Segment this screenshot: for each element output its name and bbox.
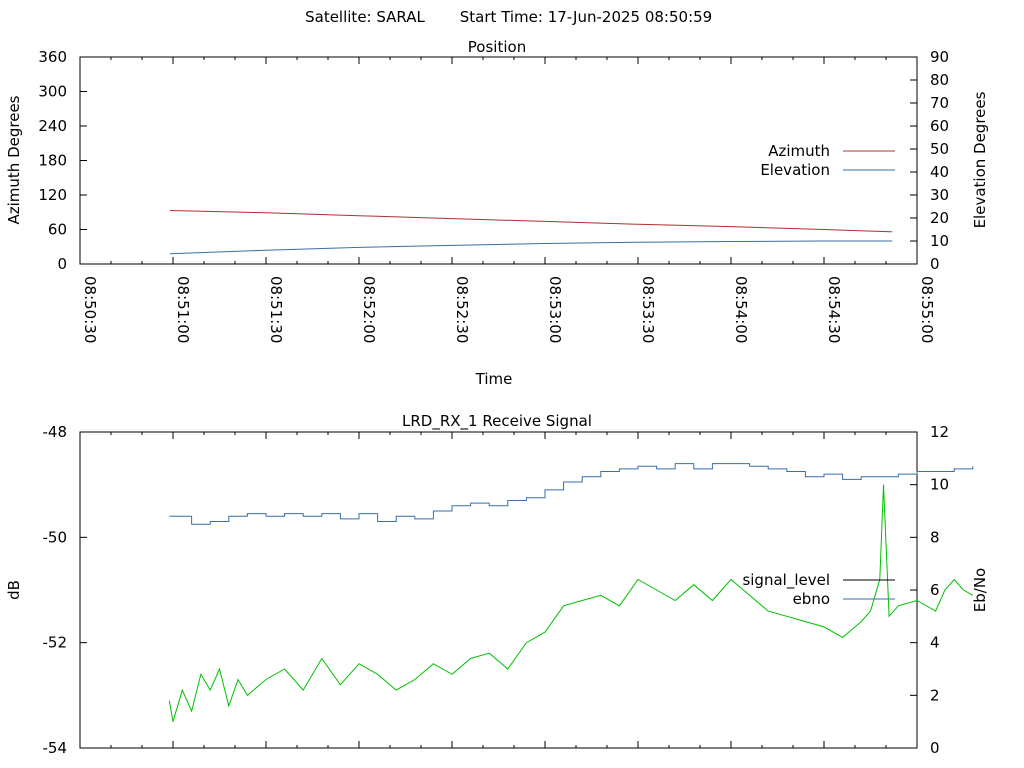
position-y2-tick-label: 0: [930, 255, 940, 273]
position-y2-tick-label: 70: [930, 94, 949, 112]
signal-ylabel: dB: [5, 580, 23, 600]
position-x-tick-label: 08:51:30: [267, 276, 285, 343]
position-x-tick-label: 08:53:00: [546, 276, 564, 343]
signal-y2-tick-label: 8: [930, 528, 940, 546]
signal-level-line: [168, 484, 974, 722]
satellite-label: Satellite: SARAL: [305, 8, 425, 26]
signal-title: LRD_RX_1 Receive Signal: [402, 412, 592, 431]
position-title: Position: [468, 38, 526, 56]
signal-y2-tick-label: 12: [930, 423, 949, 441]
position-y2-tick-label: 40: [930, 163, 949, 181]
position-y-tick-label: 360: [38, 48, 67, 66]
position-y2-tick-label: 50: [930, 140, 949, 158]
position-y-tick-label: 300: [38, 83, 67, 101]
legend-elevation-label: Elevation: [760, 161, 830, 179]
position-plot: Position 08:50:30 08:51:00 08:51:30 08:52:0…: [5, 38, 989, 388]
position-x-tick-label: 08:53:30: [639, 276, 657, 343]
position-ticks: 08:50:30 08:51:00 08:51:30 08:52:00 08:52:30…: [38, 48, 949, 343]
position-y2label: Elevation Degrees: [971, 91, 989, 228]
position-y-tick-label: 0: [57, 255, 67, 273]
legend-ebno-label: ebno: [793, 590, 830, 608]
position-x-tick-label: 08:50:30: [81, 276, 99, 343]
position-x-tick-label: 08:52:00: [360, 276, 378, 343]
start-time-label: Start Time: 17-Jun-2025 08:50:59: [460, 8, 712, 26]
position-x-tick-label: 08:52:30: [453, 276, 471, 343]
signal-y2-tick-label: 6: [930, 581, 940, 599]
position-y-tick-label: 120: [38, 186, 67, 204]
signal-y-tick-label: -52: [43, 634, 68, 652]
ebno-line: [169, 463, 974, 525]
position-legend: Azimuth Elevation: [760, 142, 895, 179]
signal-y-tick-label: -54: [43, 739, 68, 757]
signal-legend: signal_level ebno: [742, 571, 895, 608]
position-series: [169, 210, 893, 255]
position-x-tick-label: 08:54:30: [825, 276, 843, 343]
position-y2-tick-label: 90: [930, 48, 949, 66]
signal-y2-tick-label: 4: [930, 634, 940, 652]
signal-series: [168, 463, 974, 722]
position-y2-tick-label: 10: [930, 232, 949, 250]
signal-y2-tick-label: 10: [930, 476, 949, 494]
signal-y-tick-label: -50: [43, 528, 68, 546]
position-x-tick-label: 08:54:00: [732, 276, 750, 343]
signal-ticks: -48 -50 -52 -54 0 2 4 6 8 10 12: [43, 423, 950, 757]
position-x-tick-label: 08:55:00: [918, 276, 936, 343]
legend-azimuth-label: Azimuth: [768, 142, 830, 160]
position-y-tick-label: 60: [48, 221, 67, 239]
azimuth-line: [169, 210, 893, 233]
position-y2-tick-label: 30: [930, 186, 949, 204]
position-y2-tick-label: 60: [930, 117, 949, 135]
position-x-tick-label: 08:51:00: [174, 276, 192, 343]
elevation-line: [169, 240, 893, 255]
signal-y-tick-label: -48: [43, 423, 68, 441]
signal-y2label: Eb/No: [971, 568, 989, 612]
position-y-tick-label: 180: [38, 152, 67, 170]
legend-signal-level-label: signal_level: [742, 571, 830, 590]
position-xlabel: Time: [475, 370, 513, 388]
position-ylabel: Azimuth Degrees: [5, 95, 23, 224]
position-y2-tick-label: 80: [930, 71, 949, 89]
position-y2-tick-label: 20: [930, 209, 949, 227]
signal-plot: LRD_RX_1 Receive Signal -48 -50 -52 -54 0 2 4 6…: [5, 412, 989, 757]
signal-y2-tick-label: 0: [930, 739, 940, 757]
position-y-tick-label: 240: [38, 117, 67, 135]
signal-y2-tick-label: 2: [930, 686, 940, 704]
